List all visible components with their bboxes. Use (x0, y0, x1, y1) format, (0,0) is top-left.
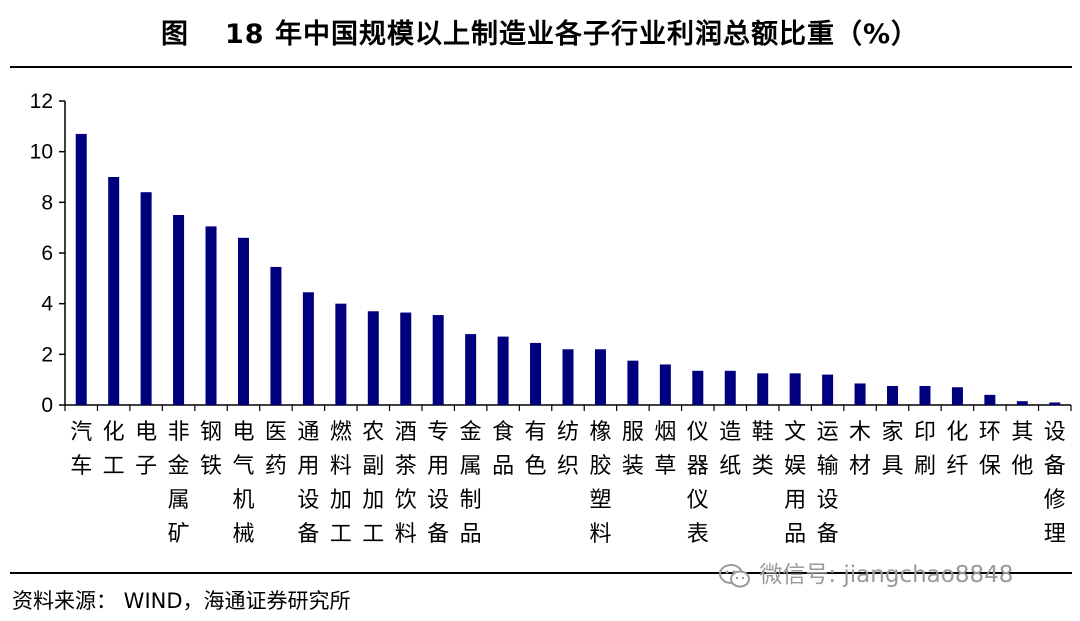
x-category-label: 金属制品 (460, 420, 482, 547)
x-category-label: 环保 (979, 420, 1001, 479)
x-category-label: 造纸 (719, 420, 741, 479)
bar (984, 394, 996, 405)
chart-title: 图 18 年中国规模以上制造业各子行业利润总额比重（%） (0, 12, 1080, 51)
figure-label: 图 (160, 19, 189, 50)
bar (594, 349, 606, 405)
bar (400, 312, 412, 405)
bar (822, 374, 834, 405)
y-tick-label: 10 (30, 141, 53, 164)
bar (497, 336, 509, 405)
bar (724, 370, 736, 405)
x-category-label: 其他 (1011, 420, 1033, 479)
x-category-label: 服装 (622, 420, 644, 479)
x-category-label: 设备修理 (1044, 420, 1066, 547)
bar (75, 133, 87, 405)
y-tick-label: 0 (41, 394, 53, 417)
bar (237, 237, 249, 405)
bar (627, 360, 639, 405)
y-tick-label: 6 (41, 242, 53, 265)
x-category-label: 烟草 (654, 420, 676, 479)
bar (140, 192, 152, 405)
bar (173, 215, 185, 405)
source-note: 资料来源： WIND，海通证券研究所 (12, 589, 351, 613)
watermark: 微信号: jiangchao8848 (718, 555, 1013, 589)
bar (692, 370, 704, 405)
bar (302, 292, 314, 405)
bar (887, 386, 899, 405)
bar (854, 383, 866, 405)
bar (919, 386, 931, 405)
bar (951, 387, 963, 405)
bar (205, 226, 217, 405)
x-category-label: 通用设备 (297, 420, 319, 547)
x-category-label: 化工 (103, 420, 125, 479)
bar (789, 373, 801, 405)
title-divider (10, 66, 1072, 68)
x-category-label: 木材 (849, 420, 871, 479)
y-tick-label: 12 (30, 90, 53, 113)
bar (757, 373, 769, 405)
x-category-label: 家具 (882, 420, 904, 479)
bar (270, 266, 282, 405)
bar (1049, 402, 1061, 405)
y-tick-label: 4 (41, 293, 53, 316)
x-category-label: 电子 (135, 420, 157, 479)
x-category-label: 印刷 (914, 420, 936, 479)
x-category-label: 电气机械 (232, 420, 254, 547)
bar (335, 303, 347, 405)
bar (562, 349, 574, 405)
bar (659, 364, 671, 405)
x-category-label: 文娱用品 (784, 420, 806, 547)
source-divider (10, 572, 1072, 574)
x-category-label: 有色 (525, 420, 547, 479)
bar (367, 311, 379, 405)
y-tick-label: 8 (41, 191, 53, 214)
x-category-label: 汽车 (70, 420, 92, 479)
x-category-label: 酒茶饮料 (395, 420, 417, 547)
x-category-label: 农副加工 (362, 420, 384, 547)
x-category-label: 橡胶塑料 (589, 420, 611, 547)
x-category-label: 燃料加工 (330, 420, 352, 547)
x-category-label: 仪器仪表 (687, 420, 709, 547)
x-category-label: 鞋类 (752, 420, 774, 479)
bar (1016, 401, 1028, 405)
bar (432, 315, 444, 405)
x-category-label: 医药 (265, 420, 287, 479)
x-category-label: 食品 (492, 420, 514, 479)
x-category-label: 运输设备 (817, 420, 839, 547)
title-text: 18 年中国规模以上制造业各子行业利润总额比重（%） (224, 19, 920, 50)
x-category-label: 钢铁 (200, 420, 222, 479)
bar (465, 334, 477, 405)
x-category-label: 纺织 (557, 420, 579, 479)
x-category-label: 非金属矿 (168, 420, 190, 547)
bar (530, 342, 542, 405)
y-tick-label: 2 (41, 343, 53, 366)
watermark-text: 微信号: jiangchao8848 (759, 562, 1014, 588)
x-category-label: 专用设备 (427, 420, 449, 547)
x-category-label: 化纤 (946, 420, 968, 479)
bar (108, 177, 120, 405)
wechat-icon (719, 563, 750, 587)
